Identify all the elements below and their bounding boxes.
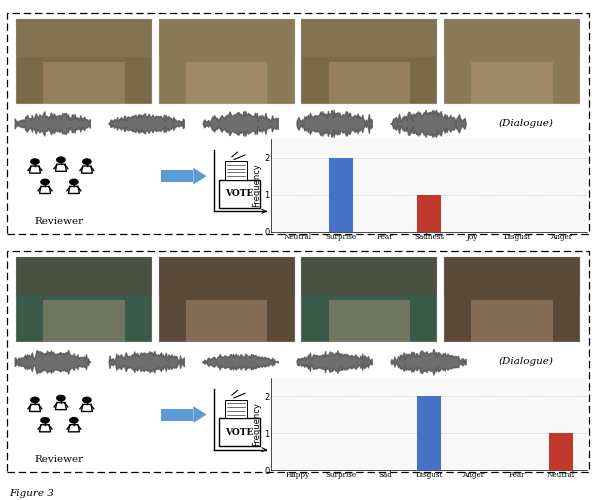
Circle shape	[70, 180, 78, 184]
FancyBboxPatch shape	[444, 18, 580, 57]
FancyBboxPatch shape	[302, 18, 437, 104]
Bar	[417, 396, 441, 470]
Polygon shape	[69, 186, 79, 194]
Text: Figure 3: Figure 3	[9, 488, 54, 498]
Text: Reviewer: Reviewer	[35, 456, 84, 464]
Bar	[329, 158, 353, 232]
FancyBboxPatch shape	[225, 400, 247, 418]
FancyBboxPatch shape	[302, 18, 437, 57]
Circle shape	[57, 396, 65, 401]
Polygon shape	[69, 424, 79, 432]
Bar	[548, 433, 573, 470]
FancyBboxPatch shape	[16, 257, 152, 295]
Polygon shape	[29, 166, 41, 173]
FancyBboxPatch shape	[219, 180, 260, 208]
Circle shape	[41, 418, 49, 423]
FancyBboxPatch shape	[16, 18, 152, 104]
Y-axis label: Frequency: Frequency	[253, 402, 262, 446]
Text: (Dialogue): (Dialogue)	[499, 119, 554, 128]
FancyBboxPatch shape	[186, 300, 268, 342]
FancyBboxPatch shape	[43, 300, 125, 342]
Polygon shape	[193, 168, 207, 184]
FancyBboxPatch shape	[328, 62, 410, 104]
Circle shape	[83, 159, 91, 164]
FancyBboxPatch shape	[186, 62, 268, 104]
Polygon shape	[55, 164, 66, 172]
FancyBboxPatch shape	[219, 418, 260, 446]
FancyBboxPatch shape	[444, 18, 580, 104]
Circle shape	[57, 157, 65, 162]
Text: VOTE: VOTE	[225, 428, 254, 436]
FancyBboxPatch shape	[328, 300, 410, 342]
Polygon shape	[39, 424, 51, 432]
Text: VOTE: VOTE	[225, 189, 254, 198]
Polygon shape	[29, 404, 41, 411]
FancyBboxPatch shape	[159, 257, 294, 342]
Circle shape	[31, 159, 39, 164]
Polygon shape	[81, 404, 92, 411]
Circle shape	[83, 398, 91, 402]
Bar	[417, 194, 441, 232]
FancyBboxPatch shape	[43, 62, 125, 104]
FancyBboxPatch shape	[302, 257, 437, 342]
Text: (Dialogue): (Dialogue)	[499, 357, 554, 366]
FancyBboxPatch shape	[225, 162, 247, 180]
FancyBboxPatch shape	[162, 170, 193, 182]
FancyBboxPatch shape	[471, 62, 553, 104]
FancyBboxPatch shape	[162, 408, 193, 420]
FancyBboxPatch shape	[159, 18, 294, 104]
FancyBboxPatch shape	[159, 18, 294, 57]
Circle shape	[70, 418, 78, 423]
Text: Reviewer: Reviewer	[35, 217, 84, 226]
FancyBboxPatch shape	[444, 257, 580, 342]
Polygon shape	[81, 166, 92, 173]
FancyBboxPatch shape	[302, 257, 437, 295]
FancyBboxPatch shape	[159, 257, 294, 295]
Polygon shape	[193, 406, 207, 423]
Circle shape	[41, 180, 49, 184]
Polygon shape	[55, 402, 66, 409]
FancyBboxPatch shape	[444, 257, 580, 295]
FancyBboxPatch shape	[16, 18, 152, 57]
Circle shape	[31, 398, 39, 402]
FancyBboxPatch shape	[471, 300, 553, 342]
Y-axis label: Frequency: Frequency	[253, 164, 262, 208]
Polygon shape	[39, 186, 51, 194]
FancyBboxPatch shape	[16, 257, 152, 342]
